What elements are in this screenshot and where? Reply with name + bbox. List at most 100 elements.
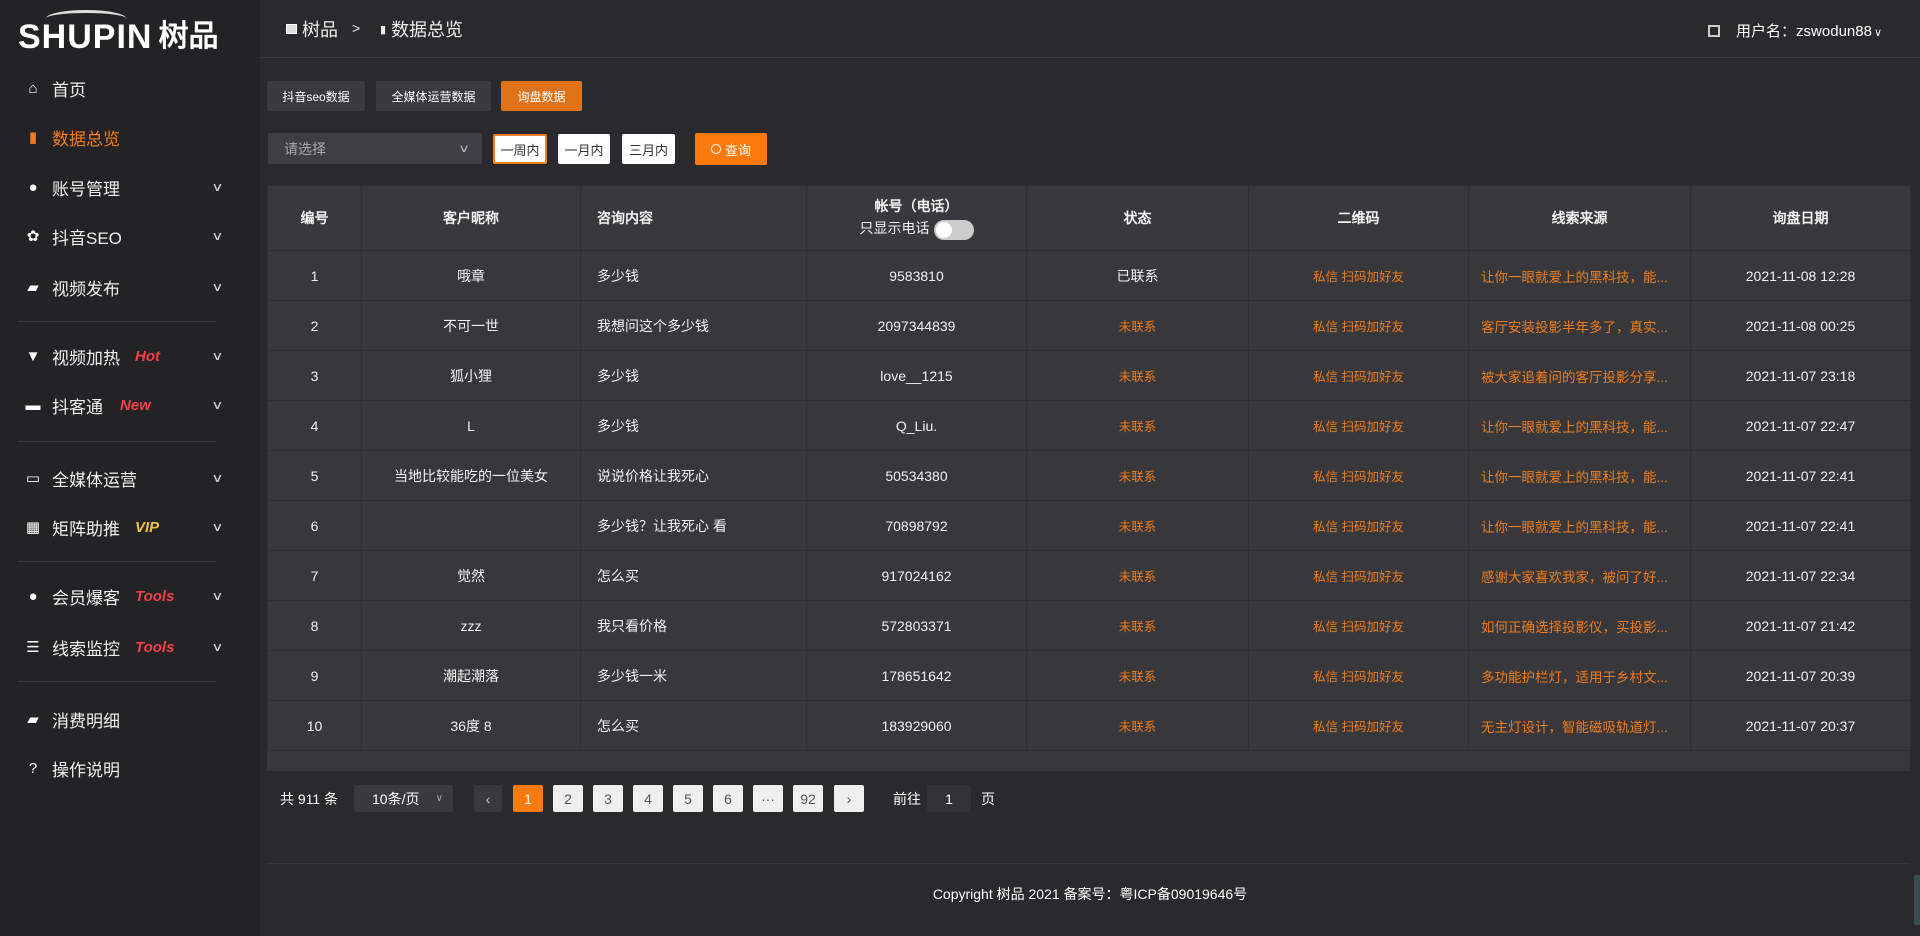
cell-account: 70898792 — [806, 500, 1027, 551]
page-button[interactable]: 6 — [713, 785, 743, 812]
sidebar-item-label: 视频发布 — [52, 279, 120, 299]
breadcrumb-home[interactable]: 树品 — [286, 16, 338, 42]
cell-date: 2021-11-07 20:39 — [1690, 650, 1911, 701]
cell-status: 未联系 — [1026, 300, 1249, 351]
cell-qr-link[interactable]: 私信 扫码加好友 — [1248, 300, 1469, 351]
cell-source-link[interactable]: 感谢大家喜欢我家，被问了好... — [1468, 550, 1691, 601]
page-button[interactable]: ··· — [753, 785, 783, 812]
chevron-down-icon: ∨ — [211, 349, 224, 363]
sidebar-item-10[interactable]: ☰ 线索监控 Tools ∨ — [0, 627, 260, 667]
sidebar-item-6[interactable]: ▬ 抖客通 New ∨ — [0, 385, 260, 425]
tab-inquiry[interactable]: 询盘数据 — [501, 81, 582, 111]
goto-page-input[interactable]: 1 — [927, 785, 971, 812]
cell-qr-link[interactable]: 私信 扫码加好友 — [1248, 500, 1469, 551]
search-icon — [710, 144, 721, 154]
cell-qr-link[interactable]: 私信 扫码加好友 — [1248, 450, 1469, 501]
cell-source-link[interactable]: 多功能护栏灯，适用于乡村文... — [1468, 650, 1691, 701]
cell-nickname: 哦章 — [361, 250, 581, 301]
page-button[interactable]: 3 — [593, 785, 623, 812]
goto-suffix: 页 — [981, 790, 995, 807]
cell-source-link[interactable]: 无主灯设计，智能磁吸轨道灯... — [1468, 700, 1691, 751]
cell-date: 2021-11-08 12:28 — [1690, 250, 1911, 301]
scrollbar-handle[interactable] — [1914, 875, 1920, 925]
sidebar-item-11[interactable]: ▰ 消费明细 — [0, 699, 260, 739]
table-row: 6 多少钱？让我死心 看 70898792 未联系 私信 扫码加好友 让你一眼就… — [267, 500, 1911, 551]
cell-source-link[interactable]: 被大家追着问的客厅投影分享... — [1468, 350, 1691, 401]
sidebar-badge: Hot — [135, 347, 160, 365]
cell-id: 4 — [267, 400, 362, 451]
cell-qr-link[interactable]: 私信 扫码加好友 — [1248, 600, 1469, 651]
page-button[interactable]: 4 — [633, 785, 663, 812]
logo-text-en: SHUPIN — [18, 10, 153, 56]
sidebar-item-5[interactable]: ▼ 视频加热 Hot ∨ — [0, 336, 260, 376]
page-button[interactable]: 5 — [673, 785, 703, 812]
page-size-select[interactable]: 10条/页 ∨ — [354, 785, 453, 812]
sidebar-badge: Tools — [135, 638, 175, 656]
page-button[interactable]: 1 — [513, 785, 543, 812]
sidebar-divider — [18, 321, 216, 322]
cell-source-link[interactable]: 如何正确选择投影仪，买投影... — [1468, 600, 1691, 651]
cell-date: 2021-11-07 22:41 — [1690, 450, 1911, 501]
help-icon: ? — [28, 759, 38, 777]
cell-status: 未联系 — [1026, 650, 1249, 701]
sidebar-item-1[interactable]: ▮ 数据总览 — [0, 117, 260, 157]
cell-date: 2021-11-07 22:34 — [1690, 550, 1911, 601]
source-select[interactable]: 请选择 ∨ — [268, 133, 482, 164]
range-month-button[interactable]: 一月内 — [558, 134, 610, 164]
sidebar-item-0[interactable]: ⌂ 首页 — [0, 68, 260, 108]
cell-qr-link[interactable]: 私信 扫码加好友 — [1248, 350, 1469, 401]
range-3months-button[interactable]: 三月内 — [622, 134, 675, 164]
wallet-icon: ▰ — [27, 711, 39, 728]
user-menu[interactable]: 用户名：zswodun88 ∨ — [1736, 20, 1882, 41]
cell-status: 未联系 — [1026, 400, 1249, 451]
sidebar-item-12[interactable]: ? 操作说明 — [0, 748, 260, 788]
sidebar-item-8[interactable]: ▦ 矩阵助推 VIP ∨ — [0, 507, 260, 547]
cell-source-link[interactable]: 让你一眼就爱上的黑科技，能... — [1468, 400, 1691, 451]
sidebar-item-2[interactable]: ● 账号管理 ∨ — [0, 167, 260, 207]
chevron-right-icon: › — [846, 790, 852, 807]
sidebar-item-4[interactable]: ▰ 视频发布 ∨ — [0, 267, 260, 307]
tab-label: 询盘数据 — [517, 89, 566, 104]
cell-date: 2021-11-08 00:25 — [1690, 300, 1911, 351]
logo[interactable]: SHUPIN 树品 — [18, 10, 228, 56]
phone-only-toggle[interactable] — [933, 219, 974, 240]
cell-qr-link[interactable]: 私信 扫码加好友 — [1248, 400, 1469, 451]
cell-account: Q_Liu. — [806, 400, 1027, 451]
cell-account: 9583810 — [806, 250, 1027, 301]
cell-qr-link[interactable]: 私信 扫码加好友 — [1248, 700, 1469, 751]
sidebar-badge: New — [120, 396, 151, 414]
cell-account: 917024162 — [806, 550, 1027, 601]
sidebar-item-label: 线索监控 — [52, 639, 120, 659]
header-status: 状态 — [1026, 185, 1249, 251]
next-page-button[interactable]: › — [834, 785, 864, 812]
cell-nickname: 潮起潮落 — [361, 650, 581, 701]
cell-source-link[interactable]: 让你一眼就爱上的黑科技，能... — [1468, 500, 1691, 551]
chevron-down-icon: ∨ — [457, 143, 471, 155]
page-button[interactable]: 2 — [553, 785, 583, 812]
tab-all-media[interactable]: 全媒体运营数据 — [376, 81, 491, 111]
cell-qr-link[interactable]: 私信 扫码加好友 — [1248, 550, 1469, 601]
sidebar-item-9[interactable]: ● 会员爆客 Tools ∨ — [0, 576, 260, 616]
page-button[interactable]: 92 — [793, 785, 823, 812]
cell-nickname: 36度 8 — [361, 700, 581, 751]
brush-icon: ▼ — [25, 347, 41, 365]
cell-source-link[interactable]: 让你一眼就爱上的黑科技，能... — [1468, 250, 1691, 301]
cell-qr-link[interactable]: 私信 扫码加好友 — [1248, 250, 1469, 301]
cell-nickname: 觉然 — [361, 550, 581, 601]
fullscreen-icon[interactable] — [1708, 24, 1721, 37]
chevron-down-icon: ∨ — [211, 640, 224, 654]
query-button[interactable]: 查询 — [695, 133, 767, 165]
range-week-button[interactable]: 一周内 — [493, 134, 547, 164]
cell-qr-link[interactable]: 私信 扫码加好友 — [1248, 650, 1469, 701]
sidebar-item-7[interactable]: ▭ 全媒体运营 ∨ — [0, 458, 260, 498]
cell-nickname: zzz — [361, 600, 581, 651]
cell-status: 未联系 — [1026, 700, 1249, 751]
cell-source-link[interactable]: 让你一眼就爱上的黑科技，能... — [1468, 450, 1691, 501]
prev-page-button[interactable]: ‹ — [474, 785, 502, 812]
cell-id: 10 — [267, 700, 362, 751]
cell-source-link[interactable]: 客厅安装投影半年多了，真实... — [1468, 300, 1691, 351]
tab-douyin-seo[interactable]: 抖音seo数据 — [267, 81, 365, 111]
sidebar-item-3[interactable]: ✿ 抖音SEO ∨ — [0, 216, 260, 256]
cell-id: 8 — [267, 600, 362, 651]
header-date: 询盘日期 — [1690, 185, 1911, 251]
